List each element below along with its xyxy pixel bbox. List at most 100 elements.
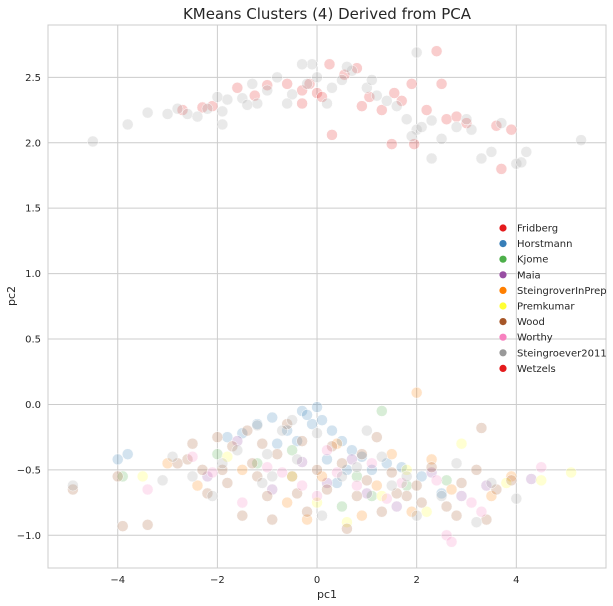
data-point — [271, 437, 283, 450]
data-point — [281, 496, 293, 509]
data-point — [112, 470, 124, 483]
y-tick-labels: −1.0 −0.5 0.0 0.5 1.0 1.5 2.0 2.5 — [17, 73, 41, 542]
data-point — [505, 474, 518, 487]
data-point — [221, 93, 234, 106]
data-point — [515, 156, 528, 169]
legend: Fridberg Horstmann Kjome Maia SteingroverInP… — [499, 224, 607, 375]
data-point — [251, 97, 263, 110]
data-point — [211, 431, 224, 443]
y-tick-label: −0.5 — [17, 465, 41, 476]
data-point — [435, 133, 448, 145]
data-point — [415, 121, 428, 133]
data-point — [356, 451, 368, 463]
legend-marker — [499, 364, 507, 372]
data-point — [440, 529, 453, 542]
data-point — [261, 79, 273, 91]
data-point — [381, 95, 393, 107]
data-point — [465, 496, 478, 509]
data-point — [301, 78, 313, 90]
data-point — [381, 457, 393, 470]
legend-label: Wood — [517, 317, 545, 328]
legend-label: SteingroverInPrep — [517, 286, 607, 297]
data-point — [338, 68, 351, 81]
x-tick-label: −2 — [210, 575, 225, 586]
data-point — [311, 71, 323, 84]
data-point — [371, 89, 383, 102]
legend-marker — [499, 349, 507, 357]
data-point — [236, 464, 249, 476]
data-point — [321, 483, 333, 496]
data-point — [475, 505, 488, 518]
data-point — [251, 419, 263, 432]
data-point — [376, 505, 388, 518]
y-tick-label: 0.0 — [25, 400, 41, 411]
data-point — [306, 418, 318, 430]
data-point — [341, 522, 353, 535]
data-point — [296, 479, 308, 492]
data-point — [266, 470, 278, 483]
data-point — [391, 500, 403, 513]
data-point — [311, 496, 323, 509]
data-point — [366, 464, 378, 476]
data-point — [241, 424, 254, 437]
data-point — [186, 437, 199, 450]
data-point — [161, 108, 174, 120]
data-point — [351, 470, 363, 483]
data-point — [450, 110, 463, 123]
series-kjome — [116, 405, 453, 513]
data-point — [376, 104, 388, 116]
x-tick-label: 4 — [513, 575, 519, 586]
series-steingroverinprep — [161, 386, 518, 526]
data-point — [366, 457, 378, 470]
data-point — [186, 451, 199, 463]
data-point — [251, 470, 263, 483]
data-point — [311, 401, 323, 413]
data-point — [306, 58, 318, 71]
data-point — [440, 500, 453, 513]
data-point — [191, 110, 204, 123]
data-point — [450, 457, 463, 470]
data-point — [420, 104, 433, 116]
data-point — [485, 477, 498, 489]
data-point — [381, 492, 393, 505]
data-point — [331, 466, 343, 479]
y-tick-label: 2.5 — [25, 73, 41, 84]
grid-lines — [48, 25, 606, 568]
legend-label: Kjome — [517, 255, 548, 266]
data-point — [475, 422, 488, 434]
data-point — [311, 490, 323, 502]
data-point — [261, 84, 273, 97]
data-point — [281, 418, 293, 430]
data-point — [346, 65, 358, 77]
data-point — [405, 78, 418, 90]
data-point — [166, 451, 179, 463]
legend-marker — [499, 286, 507, 294]
legend-label: Premkumar — [517, 302, 575, 313]
data-point — [221, 477, 234, 489]
data-point — [261, 461, 273, 474]
data-point — [450, 121, 463, 133]
data-point — [460, 117, 473, 129]
data-point — [261, 448, 273, 460]
data-point — [470, 516, 483, 528]
legend-marker — [499, 333, 507, 341]
series-horstmann — [112, 401, 448, 500]
data-point — [216, 118, 229, 131]
data-point — [116, 520, 129, 532]
data-point — [141, 519, 154, 531]
data-point — [196, 464, 209, 476]
data-point — [112, 453, 124, 466]
data-point — [510, 157, 523, 170]
data-point — [485, 490, 498, 502]
data-point — [241, 99, 254, 111]
data-point — [371, 431, 383, 443]
legend-marker — [499, 255, 507, 263]
x-tick-labels: −4 −2 0 2 4 — [110, 575, 519, 586]
data-point — [575, 134, 587, 146]
data-point — [495, 117, 508, 129]
data-point — [221, 451, 234, 463]
legend-label: Horstmann — [517, 239, 572, 250]
data-point — [400, 464, 413, 476]
data-point — [251, 457, 263, 470]
